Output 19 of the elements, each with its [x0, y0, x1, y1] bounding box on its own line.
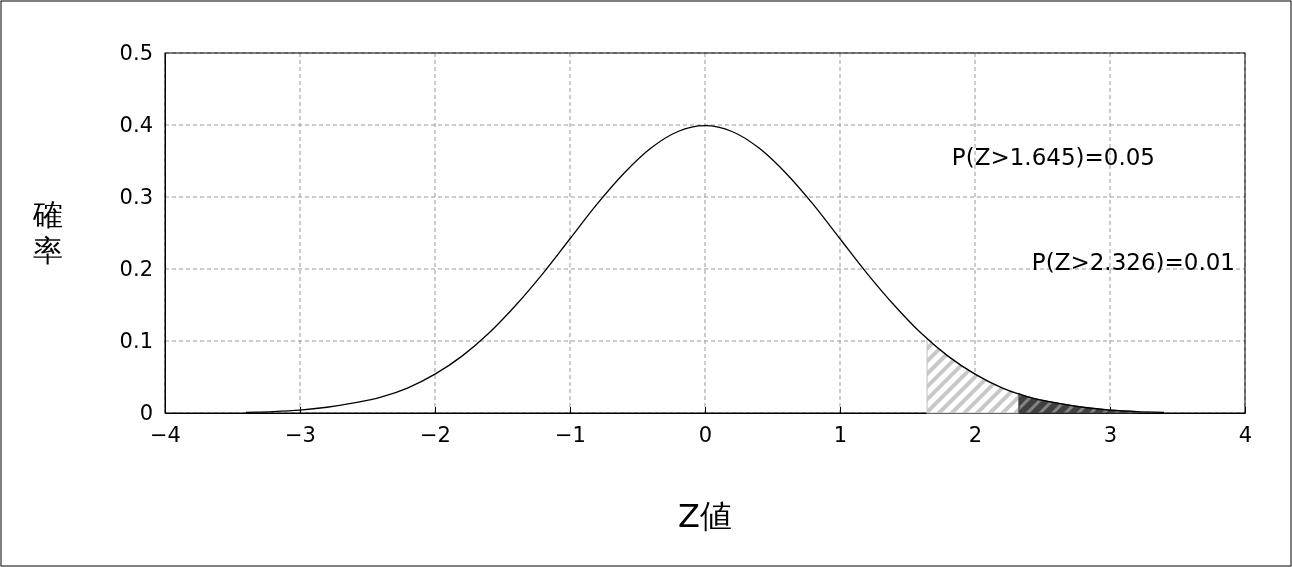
y-tick-label: 0.1 [119, 329, 153, 354]
y-tick-label: 0.3 [119, 185, 153, 210]
x-tick-label: 2 [968, 422, 983, 447]
y-tick-label: 0 [139, 401, 153, 426]
y-tick-label: 0.2 [119, 257, 153, 282]
x-tick-label: −1 [555, 422, 586, 447]
annotation: P(Z>2.326)=0.01 [1031, 249, 1235, 275]
x-tick-label: 0 [698, 422, 713, 447]
y-tick-label: 0.5 [119, 41, 153, 66]
y-tick-label: 0.4 [119, 113, 153, 138]
annotation: P(Z>1.645)=0.05 [951, 144, 1155, 170]
x-tick-label: −4 [150, 422, 181, 447]
x-axis-title: Z値 [678, 497, 732, 535]
x-tick-label: −3 [285, 422, 316, 447]
x-tick-label: 3 [1103, 422, 1118, 447]
x-tick-label: 1 [833, 422, 848, 447]
x-tick-label: 4 [1238, 422, 1253, 447]
x-tick-label: −2 [420, 422, 451, 447]
y-axis-title: 確率 [32, 197, 63, 268]
